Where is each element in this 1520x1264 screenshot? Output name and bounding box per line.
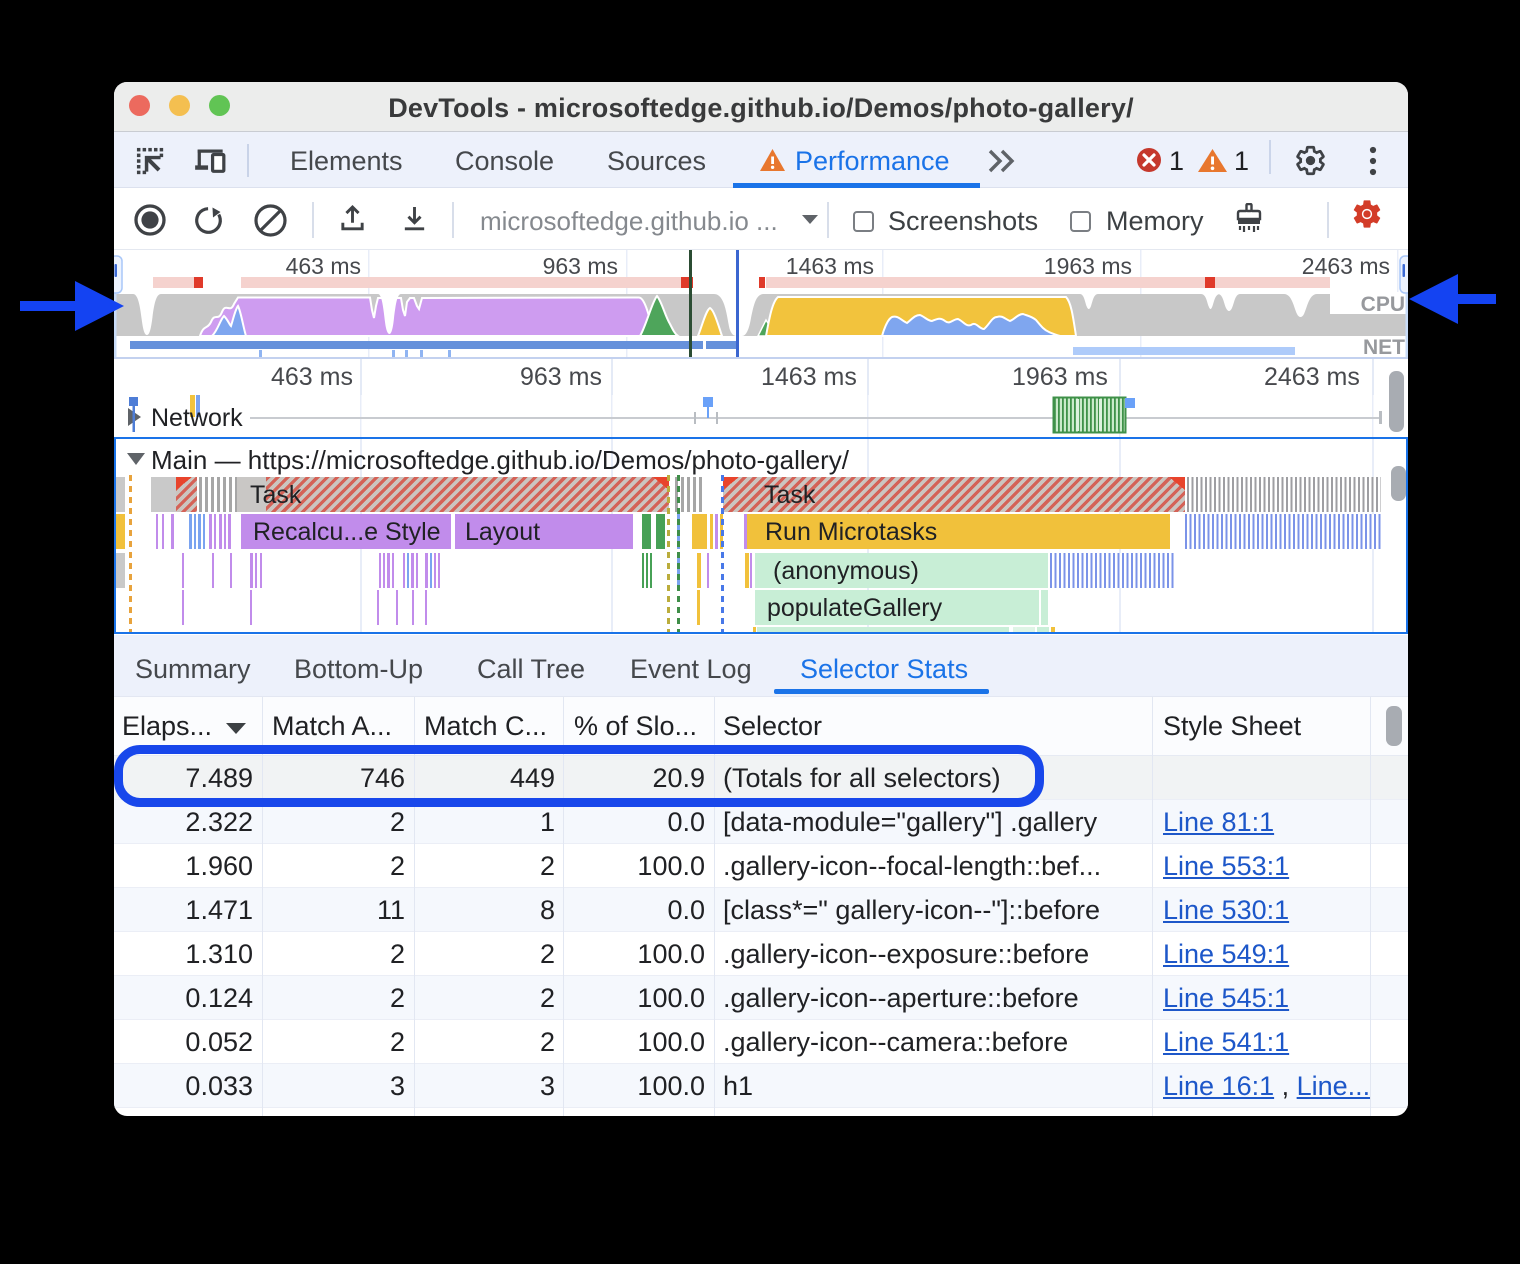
svg-text:1963 ms: 1963 ms bbox=[1044, 253, 1132, 279]
svg-text:2463 ms: 2463 ms bbox=[1302, 253, 1390, 279]
svg-text:NET: NET bbox=[1363, 336, 1405, 357]
svg-text:463 ms: 463 ms bbox=[286, 253, 361, 279]
svg-text:963 ms: 963 ms bbox=[543, 253, 618, 279]
svg-text:CPU: CPU bbox=[1361, 293, 1405, 316]
svg-text:1463 ms: 1463 ms bbox=[786, 253, 874, 279]
svg-text:Network: Network bbox=[151, 404, 243, 432]
